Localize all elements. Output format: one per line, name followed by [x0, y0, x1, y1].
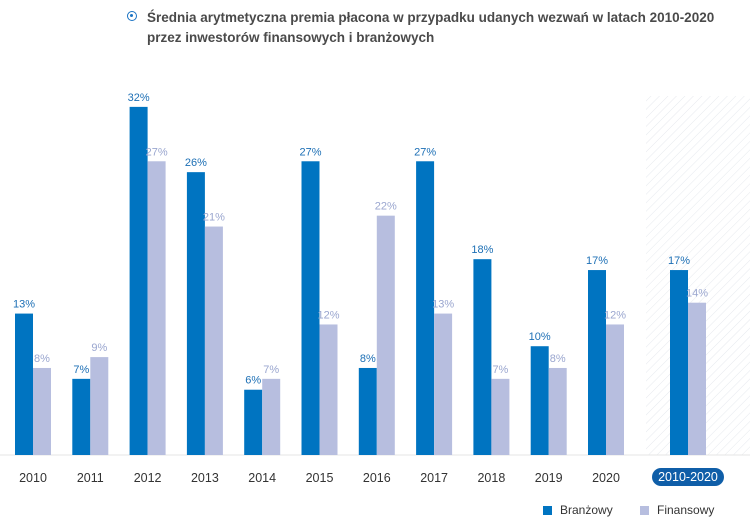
radio-bullet-icon [127, 11, 137, 21]
data-label-industry: 27% [414, 146, 436, 158]
bar-industry [530, 346, 549, 455]
bar-financial [319, 324, 338, 455]
bar-industry [15, 313, 33, 455]
bar-financial [606, 324, 624, 455]
data-label-industry: 18% [471, 244, 493, 256]
bar-industry [301, 161, 320, 456]
data-label-financial: 12% [604, 309, 626, 321]
bar-industry [186, 172, 205, 455]
data-label-financial: 27% [146, 146, 168, 158]
chart-title: Średnia arytmetyczna premia płacona w pr… [147, 10, 715, 45]
bar-financial [33, 367, 51, 455]
bar-industry [588, 270, 606, 455]
data-label-industry: 10% [529, 331, 551, 343]
bar-industry [244, 389, 263, 455]
x-tick-label: 2019 [535, 471, 563, 485]
chart-header: Średnia arytmetyczna premia płacona w pr… [127, 8, 727, 48]
x-tick-label: 2011 [77, 471, 104, 485]
bar-financial [548, 367, 567, 455]
bar-financial [147, 161, 166, 456]
data-label-financial: 14% [686, 288, 708, 300]
x-tick-label: 2015 [306, 471, 334, 485]
data-label-financial: 7% [263, 364, 279, 376]
data-label-financial: 8% [550, 353, 566, 365]
x-tick-label: 2018 [477, 471, 505, 485]
bar-financial [434, 313, 453, 455]
bar-industry [416, 161, 435, 456]
data-label-industry: 13% [13, 299, 35, 311]
data-label-industry: 17% [668, 255, 690, 267]
bar-financial [491, 378, 510, 455]
data-label-financial: 22% [375, 201, 397, 213]
bar-industry [473, 259, 492, 455]
bar-financial [376, 215, 395, 455]
data-label-industry: 17% [586, 255, 608, 267]
data-label-industry: 6% [245, 375, 261, 387]
data-label-financial: 7% [492, 364, 508, 376]
legend-swatch-industry [543, 506, 552, 516]
data-label-financial: 13% [432, 299, 454, 311]
bar-financial [204, 226, 223, 455]
bar-financial [262, 378, 281, 455]
x-tick-label: 2010-2020 [658, 470, 718, 484]
data-label-financial: 9% [91, 342, 107, 354]
category-badge [652, 468, 724, 486]
bar-financial [90, 357, 109, 455]
bar-industry [129, 106, 148, 455]
legend-label-financial: Finansowy [657, 503, 715, 517]
x-tick-label: 2017 [420, 471, 448, 485]
data-label-financial: 12% [317, 309, 339, 321]
legend-swatch-financial [640, 506, 649, 516]
x-tick-label: 2012 [134, 471, 162, 485]
data-label-financial: 21% [203, 212, 225, 224]
data-label-financial: 8% [34, 353, 50, 365]
bar-industry [72, 378, 91, 455]
data-label-industry: 8% [360, 353, 376, 365]
data-label-industry: 32% [128, 92, 150, 104]
bar-chart: 13%8%20107%9%201132%27%201226%21%20136%7… [0, 92, 750, 486]
legend-item-financial: Finansowy [640, 503, 714, 517]
data-label-industry: 26% [185, 157, 207, 169]
data-label-industry: 27% [299, 146, 321, 158]
x-tick-label: 2016 [363, 471, 391, 485]
legend-item-industry: Branżowy [543, 503, 613, 517]
data-label-industry: 7% [73, 364, 89, 376]
bar-industry [670, 270, 688, 455]
legend-label-industry: Branżowy [560, 503, 613, 517]
x-tick-label: 2013 [191, 471, 219, 485]
x-tick-label: 2020 [592, 471, 620, 485]
x-tick-label: 2010 [19, 471, 47, 485]
bar-industry [358, 367, 377, 455]
bar-financial [688, 302, 706, 455]
x-tick-label: 2014 [248, 471, 276, 485]
